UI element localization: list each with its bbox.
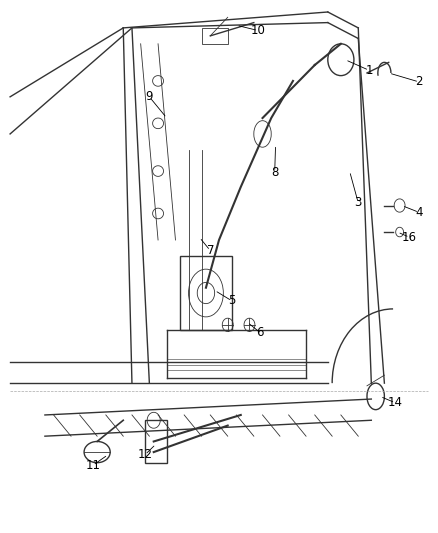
- Text: 11: 11: [85, 459, 100, 472]
- Bar: [201, 28, 228, 44]
- Text: 8: 8: [271, 166, 279, 179]
- Text: 7: 7: [207, 244, 214, 257]
- Bar: [145, 420, 167, 463]
- Text: 9: 9: [145, 90, 153, 103]
- Text: 4: 4: [416, 206, 423, 219]
- Text: 14: 14: [388, 396, 403, 409]
- Text: 6: 6: [257, 326, 264, 340]
- Text: 10: 10: [251, 24, 265, 37]
- Text: 3: 3: [355, 196, 362, 209]
- Bar: [180, 256, 232, 330]
- Text: 12: 12: [138, 448, 152, 461]
- Text: 1: 1: [365, 64, 373, 77]
- Text: 2: 2: [416, 76, 423, 88]
- Text: 16: 16: [402, 231, 417, 244]
- Text: 5: 5: [228, 294, 236, 308]
